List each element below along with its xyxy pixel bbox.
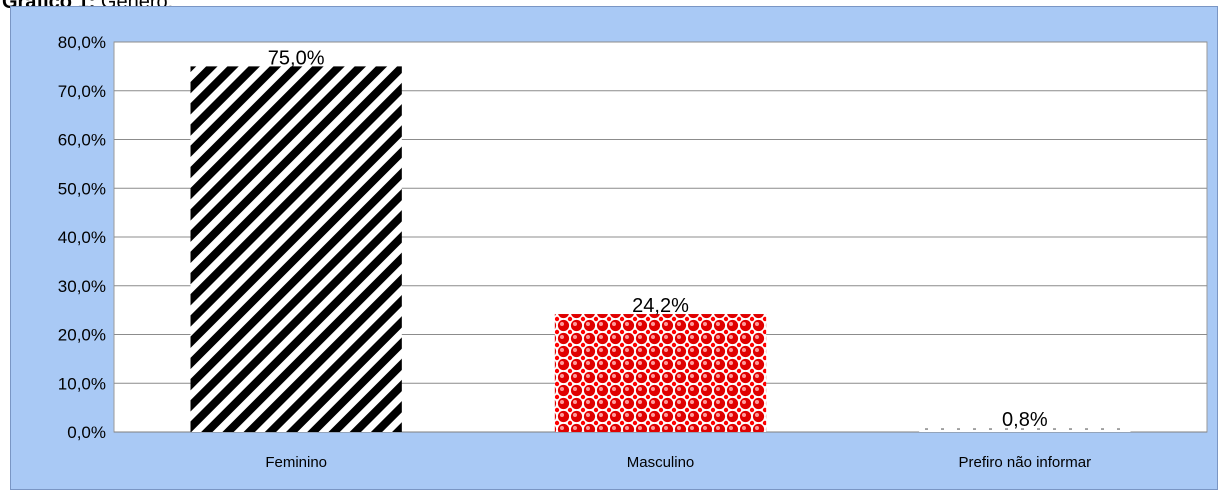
bar-masculino bbox=[554, 314, 767, 432]
data-label: 0,8% bbox=[1002, 409, 1048, 431]
y-tick-label: 20,0% bbox=[58, 326, 106, 345]
y-tick-label: 30,0% bbox=[58, 277, 106, 296]
chart-container: 0,0% 10,0% 20,0% 30,0% 40,0% 50,0% 60,0% 70,0% 8… bbox=[10, 6, 1218, 490]
bar-feminino bbox=[190, 66, 402, 432]
y-tick-label: 70,0% bbox=[58, 82, 106, 101]
y-tick-label: 40,0% bbox=[58, 228, 106, 247]
x-tick-label: Feminino bbox=[265, 454, 327, 471]
y-tick-label: 0,0% bbox=[67, 423, 106, 442]
y-tick-label: 80,0% bbox=[58, 33, 106, 52]
bar-chart: 0,0% 10,0% 20,0% 30,0% 40,0% 50,0% 60,0% 70,0% 8… bbox=[58, 33, 1208, 471]
bar-prefiro-n-o-informar bbox=[919, 428, 1131, 432]
x-tick-label: Prefiro não informar bbox=[959, 454, 1092, 471]
y-tick-label: 60,0% bbox=[58, 131, 106, 150]
data-label: 75,0% bbox=[268, 47, 325, 69]
y-tick-label: 10,0% bbox=[58, 374, 106, 393]
data-label: 24,2% bbox=[632, 295, 689, 317]
x-tick-label: Masculino bbox=[627, 454, 695, 471]
y-tick-label: 50,0% bbox=[58, 179, 106, 198]
